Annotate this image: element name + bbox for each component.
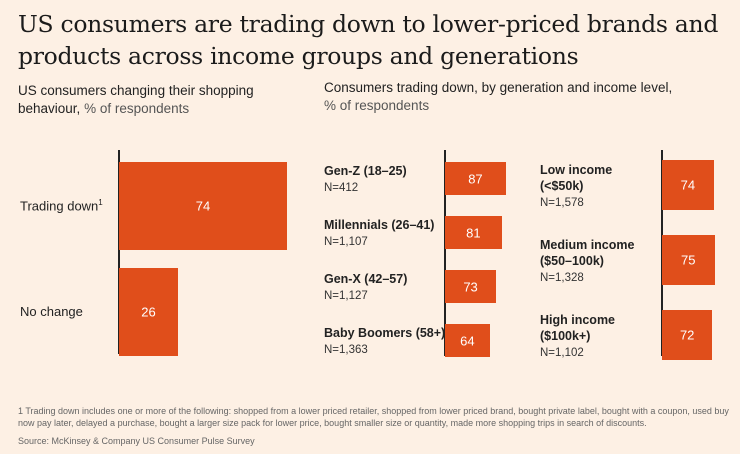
data-label: 26 <box>141 304 156 320</box>
category-name-line: Medium income <box>540 238 635 252</box>
category-name: Gen-X (42–57) <box>324 272 408 286</box>
right-subtitle-unit: % of respondents <box>324 98 430 113</box>
left-subtitle-unit: % of respondents <box>84 101 190 116</box>
category-name: Gen-Z (18–25) <box>324 164 407 178</box>
axis-line <box>661 150 663 356</box>
category-name-line: ($50–100k) <box>540 254 604 268</box>
left-subtitle: US consumers changing their shopping beh… <box>18 82 308 118</box>
data-label: 74 <box>195 198 211 214</box>
category-name: Millennials (26–41) <box>324 218 435 232</box>
category-name: Baby Boomers (58+) <box>324 326 446 340</box>
bar <box>662 310 713 360</box>
sample-size: N=1,102 <box>540 347 584 359</box>
bar <box>445 270 497 303</box>
data-label: 75 <box>681 252 696 268</box>
bar <box>445 324 490 357</box>
category-name-line: (<$50k) <box>540 179 584 193</box>
sample-size: N=1,127 <box>324 290 368 302</box>
sample-size: N=1,107 <box>324 236 368 248</box>
bar <box>445 216 502 249</box>
data-label: 64 <box>460 333 475 348</box>
category-label-text: Trading down <box>20 198 99 214</box>
left-subtitle-main: US consumers changing their shopping beh… <box>18 83 254 116</box>
right-subtitle: Consumers trading down, by generation an… <box>324 79 714 115</box>
footnote-mark: 1 <box>98 198 103 207</box>
category-name-line: Low income <box>540 163 613 177</box>
sample-size: N=1,363 <box>324 344 368 356</box>
category-label: Gen-Z (18–25) N=412 <box>324 163 407 196</box>
category-label: High income ($100k+) N=1,102 <box>540 312 615 361</box>
category-label: Trading down1 <box>20 198 103 213</box>
bar <box>662 160 714 210</box>
category-name-line: ($100k+) <box>540 329 591 343</box>
source-note: Source: McKinsey & Company US Consumer P… <box>18 436 255 446</box>
category-label-text: No change <box>20 304 83 319</box>
data-label: 87 <box>468 171 483 186</box>
category-name-line: High income <box>540 313 616 327</box>
bar <box>662 235 715 285</box>
category-label: Low income (<$50k) N=1,578 <box>540 162 612 211</box>
chart-title: US consumers are trading down to lower-p… <box>18 10 719 70</box>
sample-size: N=1,328 <box>540 272 584 284</box>
sample-size: N=1,578 <box>540 197 584 209</box>
category-label: Millennials (26–41) N=1,107 <box>324 217 434 250</box>
bar <box>445 162 506 195</box>
bar <box>119 162 287 250</box>
data-label: 81 <box>466 225 481 240</box>
data-label: 74 <box>680 177 696 193</box>
footnote: 1 Trading down includes one or more of t… <box>18 406 729 428</box>
bar <box>119 268 179 356</box>
category-label: No change <box>20 304 83 319</box>
data-label: 73 <box>463 279 478 294</box>
axis-line <box>118 150 120 354</box>
category-label: Gen-X (42–57) N=1,127 <box>324 271 407 304</box>
category-label: Baby Boomers (58+) N=1,363 <box>324 325 445 358</box>
data-label: 72 <box>679 327 695 343</box>
sample-size: N=412 <box>324 182 359 194</box>
right-subtitle-main: Consumers trading down, by generation an… <box>324 80 673 95</box>
category-label: Medium income ($50–100k) N=1,328 <box>540 237 634 286</box>
axis-line <box>444 150 446 356</box>
